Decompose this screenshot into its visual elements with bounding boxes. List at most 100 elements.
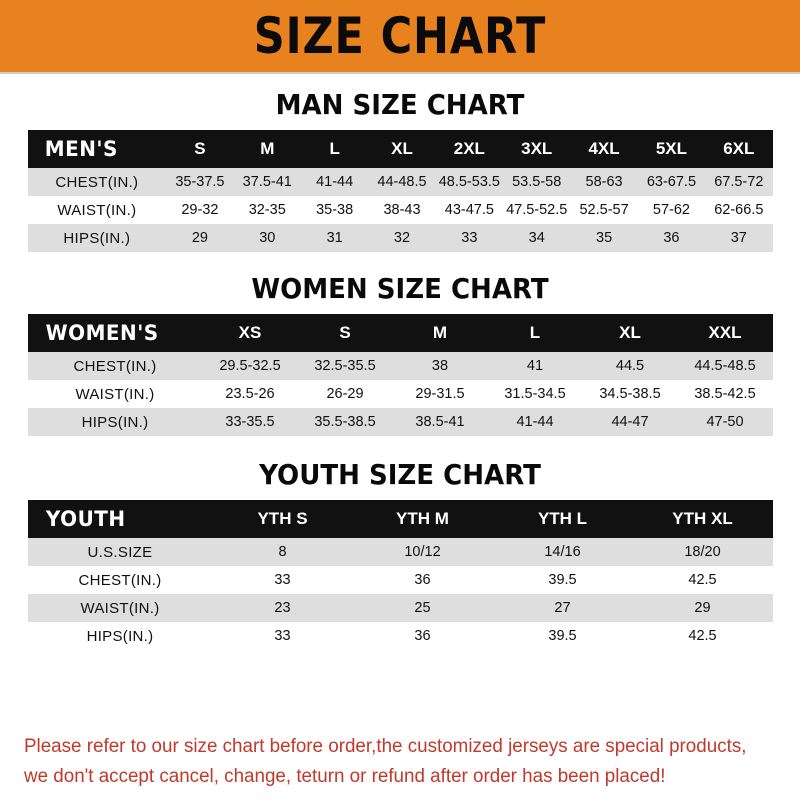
youth-row-3-cell-0: 33 [274,628,291,644]
man-size-col-3: XL [391,139,413,158]
man-row-2-cell-3: 32 [393,230,411,246]
women-row-2-cell-1: 35.5-38.5 [314,414,376,430]
man-row-2-cell-4: 33 [461,230,478,246]
youth-size-col-3: YTH XL [672,509,733,528]
youth-size-col-0: YTH S [257,509,308,528]
youth-row-0-label: U.S.SIZE [87,543,153,561]
man-row-1-label: WAIST(IN.) [57,201,137,219]
man-row-0-cell-0: 35-37.5 [175,174,225,190]
man-row-2-label: HIPS(IN.) [63,229,131,247]
man-size-table-wrap: MEN'S S M L XL 2XL 3XL 4XL 5XL 6XL CHEST… [27,130,773,252]
women-size-col-3: L [529,323,541,342]
women-size-col-5: XXL [708,323,742,342]
youth-row-1-cell-1: 36 [414,572,431,588]
youth-header-row: YOUTH YTH S YTH M YTH L YTH XL [27,500,773,538]
man-row-0-cell-7: 63-67.5 [646,174,697,190]
women-size-table: WOMEN'S XS S M L XL XXL CHEST(IN.) 29.5-… [27,314,773,436]
man-row-1-cell-1: 32-35 [248,202,286,218]
women-row-1-cell-3: 31.5-34.5 [504,386,566,402]
man-row-0-cell-1: 37.5-41 [242,174,292,190]
man-row-2-cell-7: 36 [663,230,680,246]
man-header-row: MEN'S S M L XL 2XL 3XL 4XL 5XL 6XL [27,130,773,168]
women-row-1-cell-4: 34.5-38.5 [599,386,661,402]
page-banner: SIZE CHART [0,0,800,74]
women-size-table-wrap: WOMEN'S XS S M L XL XXL CHEST(IN.) 29.5-… [27,314,773,436]
women-row-1-cell-5: 38.5-42.5 [694,386,756,402]
women-row-0-cell-2: 38 [431,358,449,374]
table-row: WAIST(IN.) 23.5-26 26-29 29-31.5 31.5-34… [27,380,773,408]
man-row-1-cell-0: 29-32 [181,202,219,218]
women-header-label: WOMEN'S [45,321,159,345]
man-row-2-cell-8: 37 [730,230,747,246]
women-size-col-4: XL [619,323,641,342]
table-row: HIPS(IN.) 33 36 39.5 42.5 [27,622,773,650]
man-row-2-cell-0: 29 [191,230,208,246]
youth-size-col-1: YTH M [396,509,449,528]
man-row-0-cell-4: 48.5-53.5 [438,174,500,190]
table-row: CHEST(IN.) 29.5-32.5 32.5-35.5 38 41 44.… [27,352,773,380]
table-row: WAIST(IN.) 29-32 32-35 35-38 38-43 43-47… [27,196,773,224]
man-size-col-1: M [260,139,275,158]
man-row-1-cell-7: 57-62 [652,202,690,218]
women-row-2-cell-2: 38.5-41 [415,414,465,430]
women-section-title: WOMEN SIZE CHART [251,272,549,305]
man-row-1-cell-8: 62-66.5 [714,202,764,218]
table-row: HIPS(IN.) 29 30 31 32 33 34 35 36 37 [27,224,773,252]
women-row-0-cell-4: 44.5 [615,358,645,374]
man-size-col-7: 5XL [655,139,688,158]
man-row-0-cell-3: 44-48.5 [377,174,427,190]
youth-row-3-cell-2: 39.5 [548,628,577,644]
table-row: HIPS(IN.) 33-35.5 35.5-38.5 38.5-41 41-4… [27,408,773,436]
women-row-0-cell-0: 29.5-32.5 [219,358,281,374]
youth-header-label: YOUTH [45,507,126,531]
women-row-1-label: WAIST(IN.) [75,385,155,403]
man-row-2-cell-2: 31 [326,230,343,246]
man-size-col-8: 6XL [723,139,755,158]
youth-row-1-cell-0: 33 [274,572,291,588]
youth-row-3-cell-3: 42.5 [688,628,717,644]
man-row-1-cell-4: 43-47.5 [444,202,494,218]
women-row-2-label: HIPS(IN.) [81,413,149,431]
women-size-col-2: M [432,323,448,342]
youth-size-col-2: YTH L [537,509,588,528]
disclaimer-note: Please refer to our size chart before or… [0,732,800,792]
table-row: WAIST(IN.) 23 25 27 29 [27,594,773,622]
women-header-row: WOMEN'S XS S M L XL XXL [27,314,773,352]
disclaimer-line-1: Please refer to our size chart before or… [24,736,747,757]
women-row-0-label: CHEST(IN.) [73,357,157,375]
youth-row-0-cell-3: 18/20 [684,544,721,560]
women-row-2-cell-5: 47-50 [706,414,744,430]
youth-section-title: YOUTH SIZE CHART [259,458,541,491]
man-size-col-4: 2XL [453,139,485,158]
women-row-0-cell-3: 41 [526,358,544,374]
women-row-2-cell-4: 44-47 [611,414,649,430]
man-size-table: MEN'S S M L XL 2XL 3XL 4XL 5XL 6XL CHEST… [27,130,773,252]
youth-row-0-cell-2: 14/16 [544,544,581,560]
table-row: CHEST(IN.) 33 36 39.5 42.5 [27,566,773,594]
youth-row-2-cell-2: 27 [554,600,571,616]
man-row-1-cell-2: 35-38 [316,202,354,218]
women-size-col-0: XS [238,323,262,342]
man-size-col-5: 3XL [521,139,553,158]
man-row-1-cell-5: 47.5-52.5 [506,202,568,218]
page-title: SIZE CHART [253,7,547,65]
man-row-0-cell-6: 58-63 [585,174,623,190]
youth-row-3-label: HIPS(IN.) [86,627,154,645]
table-row: CHEST(IN.) 35-37.5 37.5-41 41-44 44-48.5… [27,168,773,196]
youth-row-2-cell-1: 25 [414,600,431,616]
man-size-col-0: S [194,139,206,158]
man-row-2-cell-6: 35 [596,230,613,246]
youth-row-2-cell-3: 29 [694,600,711,616]
youth-size-table: YOUTH YTH S YTH M YTH L YTH XL U.S.SIZE … [27,500,773,650]
women-row-2-cell-3: 41-44 [516,414,554,430]
youth-row-1-label: CHEST(IN.) [78,571,162,589]
women-size-col-1: S [339,323,351,342]
youth-size-table-wrap: YOUTH YTH S YTH M YTH L YTH XL U.S.SIZE … [27,500,773,650]
man-size-col-2: L [329,139,340,158]
man-row-1-cell-6: 52.5-57 [579,202,629,218]
women-row-1-cell-2: 29-31.5 [415,386,465,402]
man-row-0-cell-5: 53.5-58 [512,174,562,190]
youth-row-2-cell-0: 23 [274,600,291,616]
youth-row-2-label: WAIST(IN.) [80,599,160,617]
